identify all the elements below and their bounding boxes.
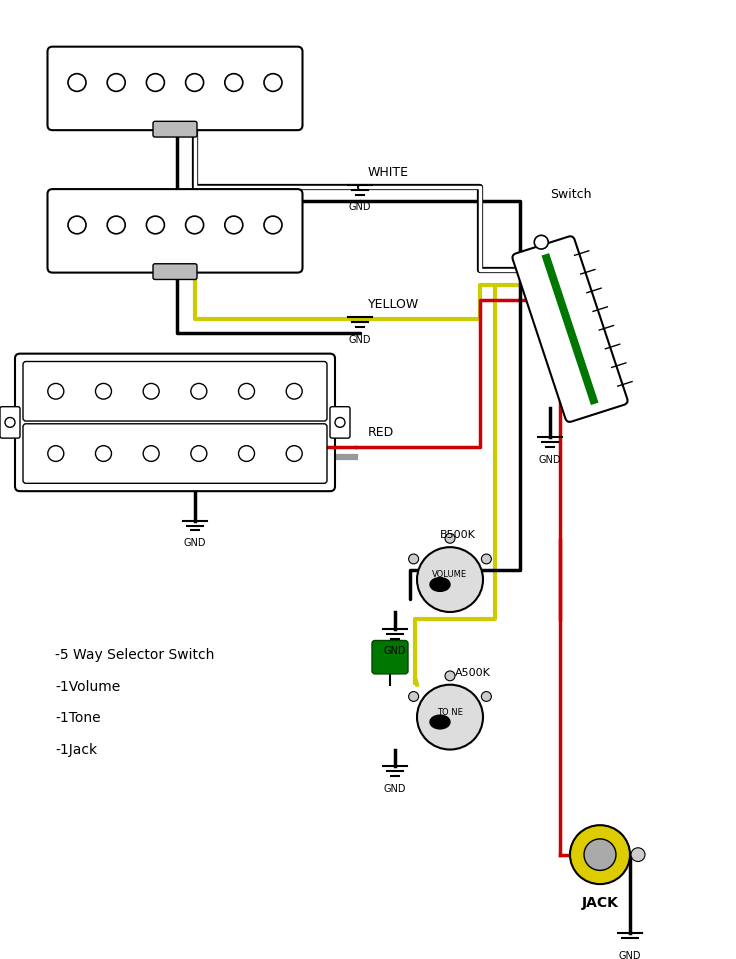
Circle shape: [481, 691, 492, 701]
Text: JACK: JACK: [581, 896, 618, 910]
FancyBboxPatch shape: [372, 641, 408, 674]
FancyBboxPatch shape: [15, 354, 335, 491]
Ellipse shape: [430, 715, 450, 729]
Circle shape: [264, 74, 282, 91]
Text: A500K: A500K: [455, 667, 491, 678]
Circle shape: [48, 446, 64, 461]
Text: VOLUME: VOLUME: [433, 571, 467, 579]
Text: GND: GND: [383, 784, 406, 794]
Circle shape: [107, 216, 125, 234]
Circle shape: [286, 384, 302, 399]
Text: GND: GND: [349, 202, 371, 212]
Circle shape: [264, 216, 282, 234]
Bar: [542, 253, 598, 405]
Text: -1Jack: -1Jack: [55, 742, 97, 757]
Circle shape: [417, 548, 483, 612]
Circle shape: [445, 671, 455, 681]
Circle shape: [570, 825, 630, 884]
Text: YELLOW: YELLOW: [368, 298, 420, 312]
Circle shape: [408, 554, 419, 564]
Circle shape: [238, 446, 255, 461]
Text: WHITE: WHITE: [368, 166, 409, 178]
Bar: [57, 102, 294, 126]
Text: -1Volume: -1Volume: [55, 680, 120, 693]
Bar: [57, 245, 294, 268]
FancyBboxPatch shape: [330, 407, 350, 438]
Text: -1Tone: -1Tone: [55, 712, 101, 725]
Text: RED: RED: [368, 426, 394, 439]
Circle shape: [144, 384, 159, 399]
Ellipse shape: [430, 577, 450, 592]
Circle shape: [68, 216, 86, 234]
Circle shape: [238, 384, 255, 399]
Circle shape: [335, 417, 345, 428]
FancyBboxPatch shape: [23, 362, 327, 421]
Circle shape: [191, 446, 207, 461]
Circle shape: [224, 216, 243, 234]
Circle shape: [224, 74, 243, 91]
Text: B500K: B500K: [440, 530, 476, 540]
Circle shape: [286, 446, 302, 461]
Circle shape: [48, 384, 64, 399]
Circle shape: [146, 216, 164, 234]
Text: GND: GND: [619, 951, 641, 959]
Text: GND: GND: [184, 538, 206, 549]
FancyBboxPatch shape: [23, 424, 327, 483]
Circle shape: [445, 533, 455, 543]
Circle shape: [408, 691, 419, 701]
FancyBboxPatch shape: [48, 47, 302, 130]
Circle shape: [107, 74, 125, 91]
Text: GND: GND: [349, 335, 371, 345]
Text: GND: GND: [539, 455, 562, 465]
Circle shape: [185, 74, 204, 91]
FancyBboxPatch shape: [153, 122, 197, 137]
Text: Switch: Switch: [550, 188, 592, 201]
FancyBboxPatch shape: [512, 236, 628, 422]
FancyBboxPatch shape: [48, 189, 302, 272]
Circle shape: [68, 74, 86, 91]
Circle shape: [534, 235, 548, 249]
Circle shape: [631, 848, 645, 861]
Circle shape: [584, 839, 616, 871]
Circle shape: [191, 384, 207, 399]
Circle shape: [146, 74, 164, 91]
Circle shape: [96, 446, 111, 461]
Circle shape: [185, 216, 204, 234]
Circle shape: [96, 384, 111, 399]
Text: GND: GND: [383, 646, 406, 656]
FancyBboxPatch shape: [0, 407, 20, 438]
Circle shape: [144, 446, 159, 461]
Text: -5 Way Selector Switch: -5 Way Selector Switch: [55, 648, 214, 663]
Text: TO NE: TO NE: [437, 708, 463, 716]
Circle shape: [417, 685, 483, 750]
Circle shape: [481, 554, 492, 564]
FancyBboxPatch shape: [153, 264, 197, 279]
Circle shape: [5, 417, 15, 428]
